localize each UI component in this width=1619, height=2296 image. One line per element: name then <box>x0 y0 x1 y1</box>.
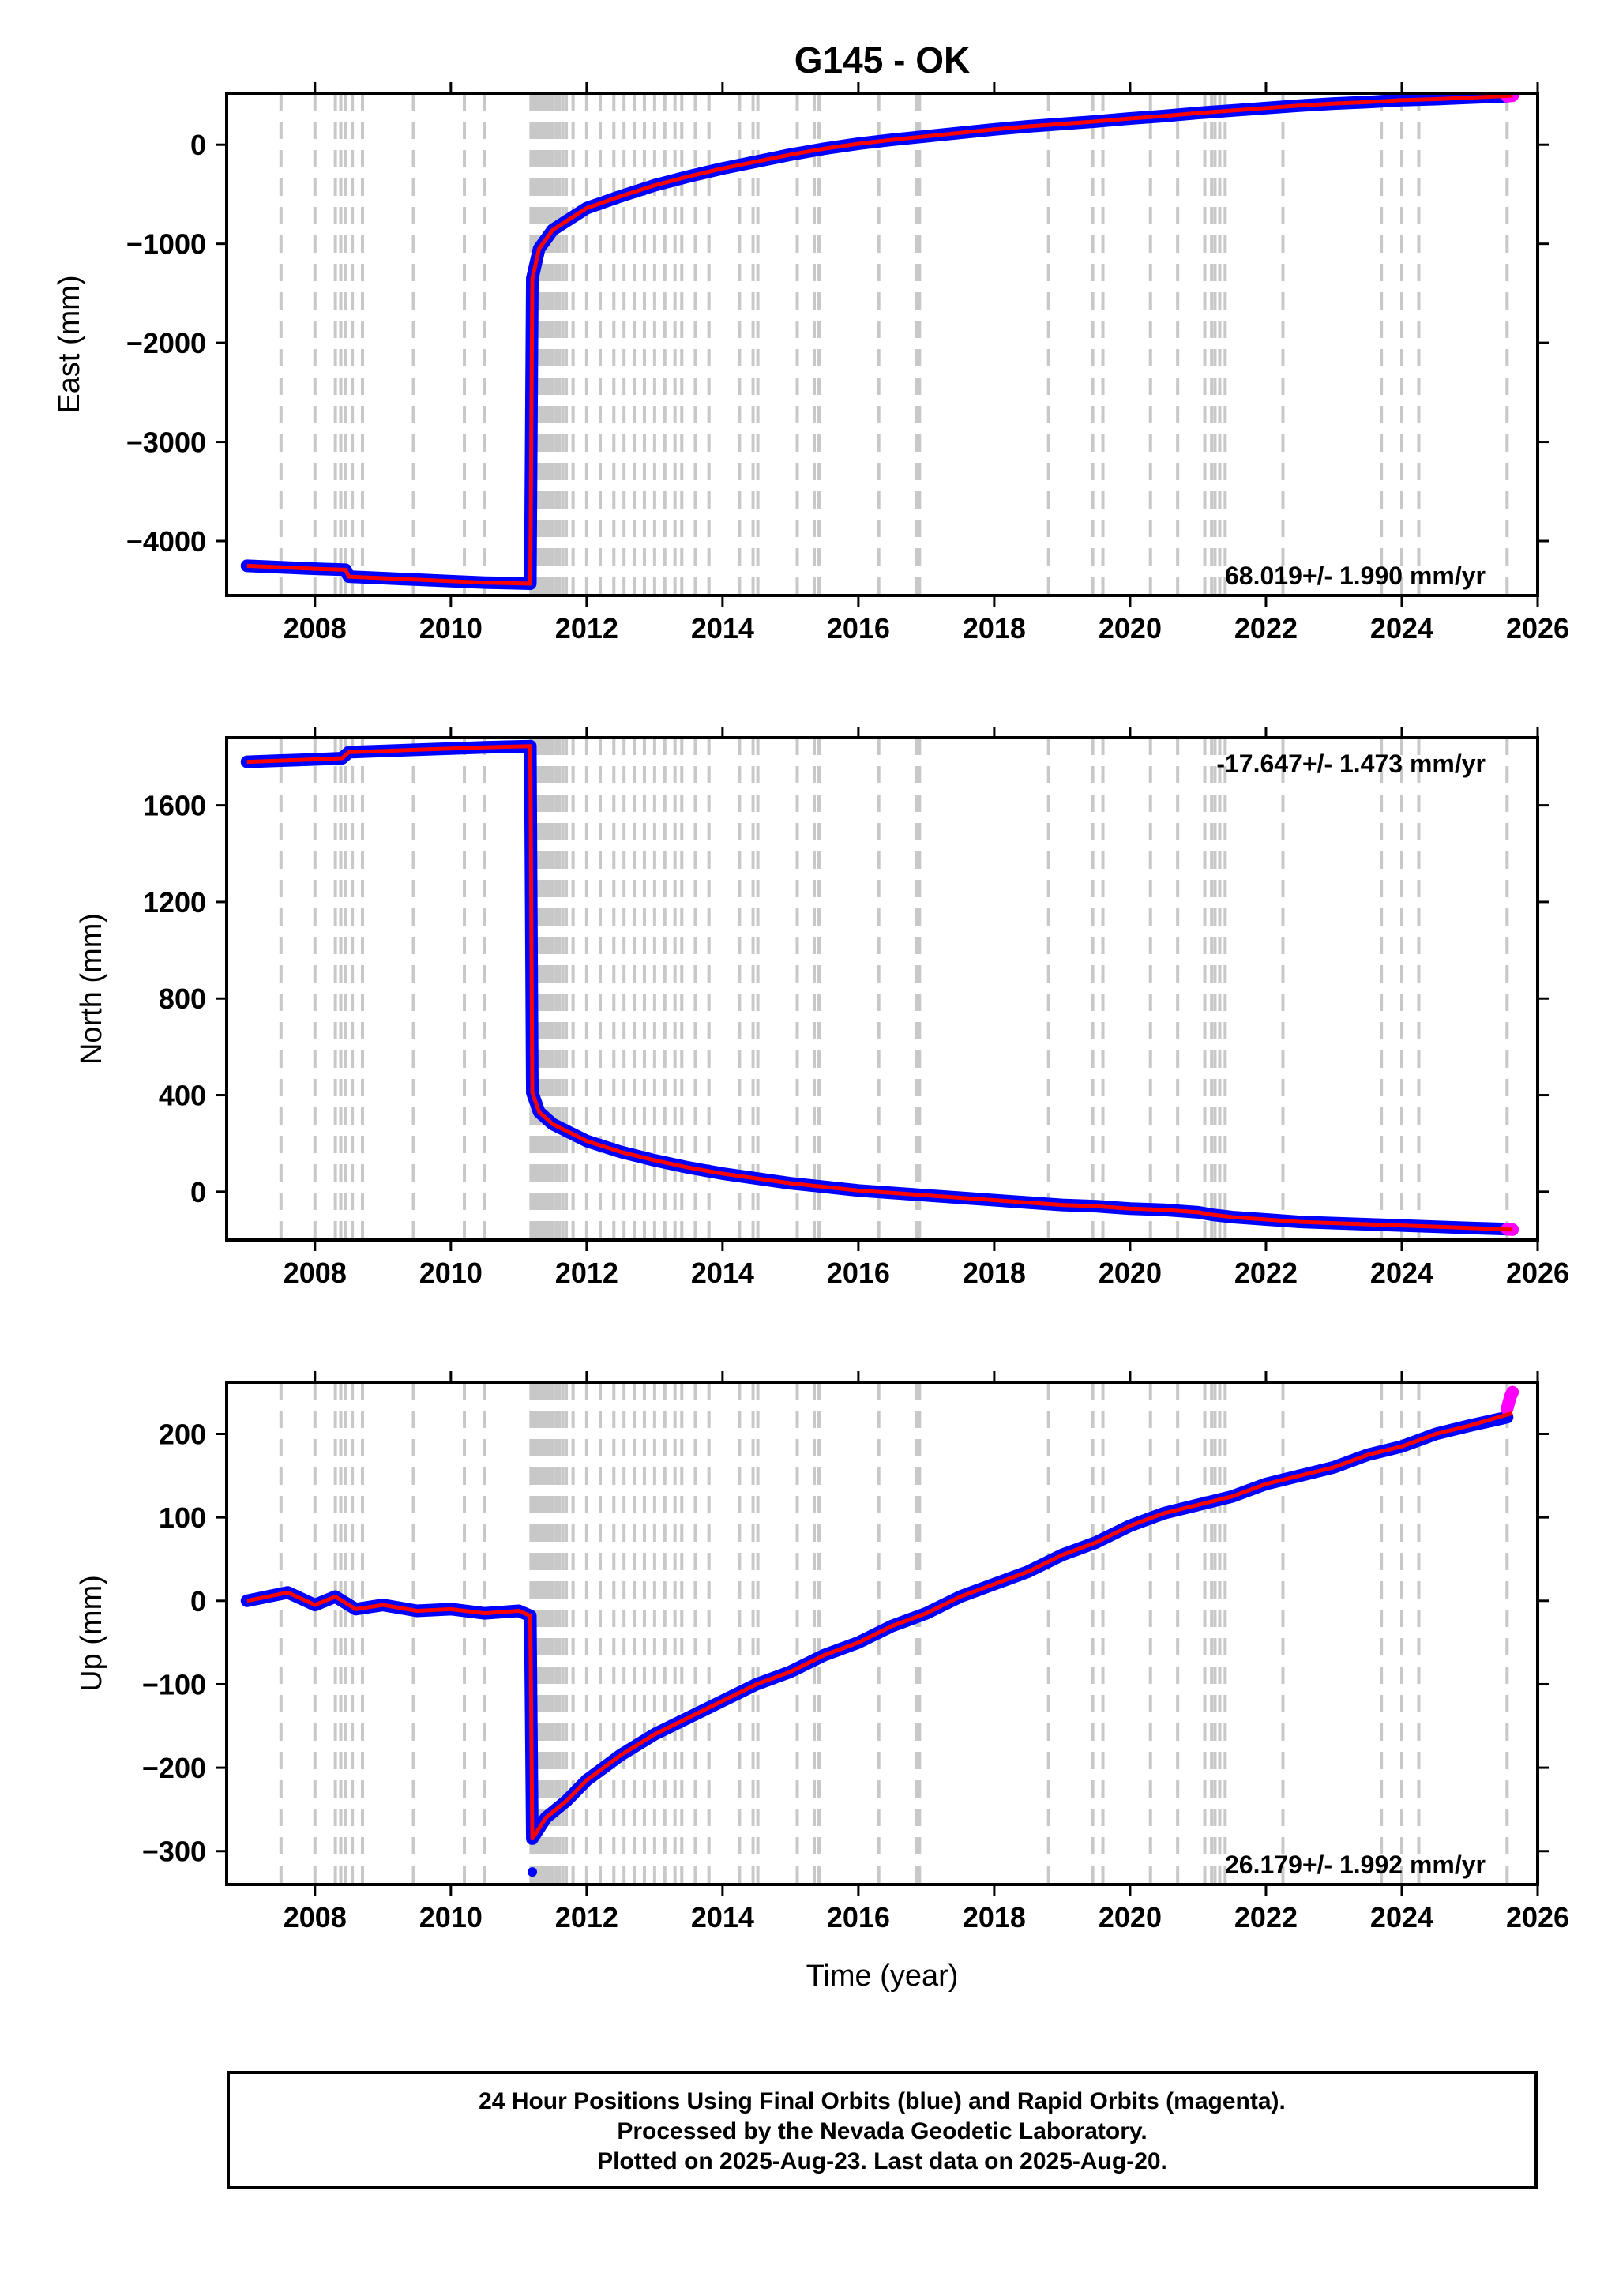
data-layer <box>240 1385 1519 1877</box>
x-tick-label: 2026 <box>1506 1257 1569 1289</box>
x-tick-label: 2026 <box>1506 1901 1569 1933</box>
x-tick-label: 2016 <box>827 1901 890 1933</box>
x-axis-label: Time (year) <box>806 1960 959 1993</box>
y-axis-label: Up (mm) <box>75 1575 108 1692</box>
model-line <box>246 744 1513 1232</box>
rate-label: -17.647+/- 1.473 mm/yr <box>1216 750 1486 778</box>
y-tick-label: −3000 <box>126 427 206 459</box>
plot-frame <box>225 92 1539 597</box>
x-tick-label: 2018 <box>963 1257 1026 1289</box>
y-tick-label: 200 <box>159 1419 206 1451</box>
x-tick-label: 2008 <box>284 1257 347 1289</box>
y-tick-label: 1600 <box>143 790 206 822</box>
y-axis-label: East (mm) <box>53 275 86 413</box>
x-tick-label: 2022 <box>1234 612 1298 644</box>
outlier-point <box>528 1867 538 1877</box>
x-tick-label: 2016 <box>827 1257 890 1289</box>
y-axis-label: North (mm) <box>75 913 108 1065</box>
x-tick-label: 2010 <box>419 1901 483 1933</box>
data-point <box>1501 1403 1513 1415</box>
y-tick-label: 800 <box>159 983 206 1015</box>
footer-line-2: Processed by the Nevada Geodetic Laborat… <box>617 2118 1148 2144</box>
x-tick-label: 2024 <box>1370 612 1433 644</box>
y-tick-label: −2000 <box>126 327 206 359</box>
x-tick-label: 2008 <box>284 612 347 644</box>
y-tick-label: −300 <box>142 1836 206 1868</box>
y-tick-label: 0 <box>190 1176 206 1208</box>
data-layer <box>240 93 1519 590</box>
panel-1: 2008 2010 2012 2014 2016 2018 2020 2022 2024 2026… <box>53 82 1569 644</box>
x-tick-label: 2026 <box>1506 612 1569 644</box>
y-tick-label: 0 <box>190 129 206 161</box>
x-tick-label: 2024 <box>1370 1257 1433 1289</box>
model-line <box>246 93 1513 586</box>
model-line <box>246 1411 1513 1841</box>
x-tick-label: 2014 <box>691 1257 754 1289</box>
event-lines <box>279 93 1509 596</box>
x-tick-label: 2010 <box>419 612 483 644</box>
x-tick-label: 2012 <box>555 1257 618 1289</box>
x-tick-label: 2022 <box>1234 1901 1298 1933</box>
footer-line-1: 24 Hour Positions Using Final Orbits (bl… <box>479 2088 1286 2114</box>
y-tick-label: −100 <box>142 1668 206 1700</box>
data-layer <box>240 739 1519 1236</box>
x-tick-label: 2020 <box>1099 1257 1162 1289</box>
x-tick-label: 2010 <box>419 1257 483 1289</box>
x-tick-label: 2020 <box>1099 612 1162 644</box>
x-tick-label: 2008 <box>284 1901 347 1933</box>
footer-line-3: Plotted on 2025-Aug-23. Last data on 202… <box>597 2148 1167 2174</box>
event-lines <box>279 1382 1509 1885</box>
x-tick-label: 2014 <box>691 1901 754 1933</box>
y-tick-label: 1200 <box>143 886 206 919</box>
y-tick-label: 100 <box>159 1501 206 1534</box>
series-band-1 <box>240 93 1514 590</box>
rate-label: 68.019+/- 1.990 mm/yr <box>1225 562 1486 590</box>
y-tick-label: −4000 <box>126 525 206 558</box>
x-tick-label: 2020 <box>1099 1901 1162 1933</box>
x-tick-label: 2012 <box>555 1901 618 1933</box>
x-tick-label: 2018 <box>963 1901 1026 1933</box>
panel-3: 2008 2010 2012 2014 2016 2018 2020 2022 2024 2026… <box>75 1371 1569 1993</box>
y-tick-label: 0 <box>190 1585 206 1618</box>
chart-title: G145 - OK <box>794 39 970 81</box>
x-tick-label: 2014 <box>691 612 754 644</box>
y-tick-label: 400 <box>159 1080 206 1112</box>
footer-box: 24 Hour Positions Using Final Orbits (bl… <box>227 2071 1538 2189</box>
rate-label: 26.179+/- 1.992 mm/yr <box>1225 1851 1486 1879</box>
x-tick-label: 2018 <box>963 612 1026 644</box>
event-lines <box>279 738 1509 1240</box>
x-tick-label: 2024 <box>1370 1901 1433 1933</box>
data-point <box>1507 1386 1519 1398</box>
series-band-1 <box>240 739 1514 1236</box>
series-band-1 <box>240 1411 1514 1845</box>
plot-frame <box>225 736 1539 1242</box>
panel-2: 2008 2010 2012 2014 2016 2018 2020 2022 2024 2026… <box>75 727 1569 1289</box>
x-tick-label: 2016 <box>827 612 890 644</box>
y-tick-label: −1000 <box>126 228 206 261</box>
x-tick-label: 2022 <box>1234 1257 1298 1289</box>
plot-frame <box>225 1381 1539 1886</box>
y-tick-label: −200 <box>142 1752 206 1784</box>
x-tick-label: 2012 <box>555 612 618 644</box>
